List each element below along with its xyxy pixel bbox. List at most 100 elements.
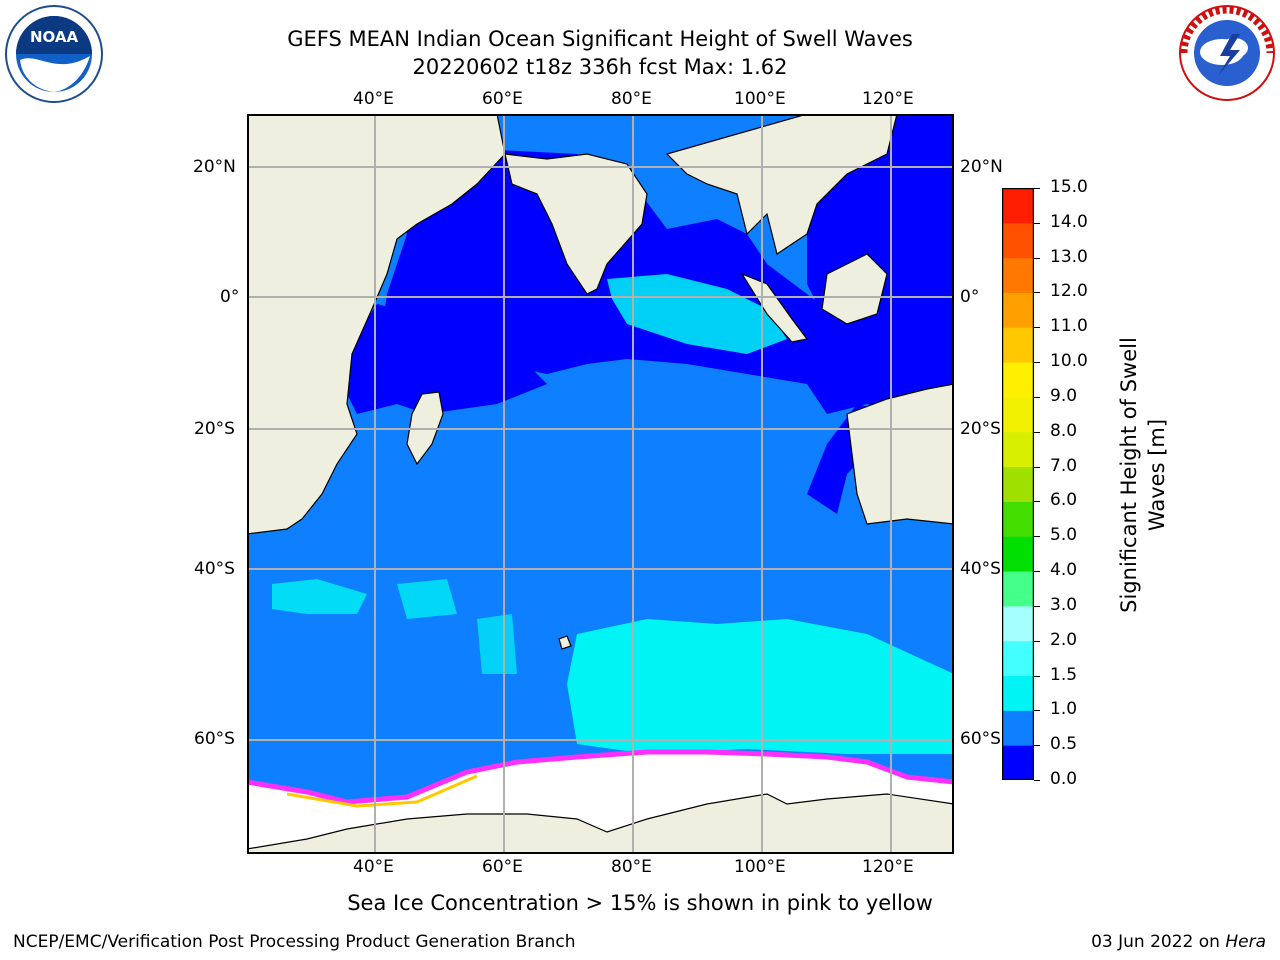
colorbar-segment xyxy=(1002,605,1034,642)
colorbar-tick-label: 0.0 xyxy=(1050,769,1078,789)
colorbar-tick-label: 8.0 xyxy=(1050,420,1078,441)
colorbar-tick-mark xyxy=(1034,396,1040,398)
colorbar-segment xyxy=(1002,222,1034,259)
colorbar-tick-mark xyxy=(1034,536,1040,538)
lon-label-bottom-120e: 120°E xyxy=(862,857,914,877)
colorbar-segment xyxy=(1002,501,1034,537)
colorbar-tick-mark xyxy=(1034,780,1040,781)
footer-credit: NCEP/EMC/Verification Post Processing Pr… xyxy=(13,932,576,952)
lat-label-left-40s: 40°S xyxy=(194,559,235,579)
land-borneo xyxy=(821,253,888,325)
colorbar-tick-label: 7.0 xyxy=(1050,455,1078,476)
colorbar xyxy=(1001,187,1035,781)
colorbar-segment xyxy=(1002,571,1034,607)
colorbar-frame xyxy=(1001,187,1035,781)
lon-label-top-60e: 60°E xyxy=(482,89,523,109)
lat-label-left-20s: 20°S xyxy=(194,419,235,439)
colorbar-tick-mark xyxy=(1034,710,1040,712)
colorbar-tick-label: 11.0 xyxy=(1050,316,1088,337)
colorbar-tick-label: 2.0 xyxy=(1050,629,1078,650)
footer-date-text: 03 Jun 2022 on xyxy=(1091,932,1226,952)
ocean-high-south xyxy=(567,619,954,754)
noaa-logo-text: NOAA xyxy=(30,28,79,46)
nws-logo-icon xyxy=(1178,4,1276,102)
lat-label-left-20n: 20°N xyxy=(193,157,236,177)
colorbar-tick-mark xyxy=(1034,466,1040,468)
lat-label-right-40s: 40°S xyxy=(960,559,1001,579)
colorbar-tick-label: 0.5 xyxy=(1050,734,1078,755)
chart-title-line1: GEFS MEAN Indian Ocean Significant Heigh… xyxy=(287,27,913,51)
colorbar-tick-mark xyxy=(1034,640,1040,642)
colorbar-segment xyxy=(1002,257,1034,293)
map-frame xyxy=(247,114,954,854)
colorbar-segment xyxy=(1002,327,1034,363)
colorbar-tick-label: 1.5 xyxy=(1050,664,1078,685)
sea-ice-edge-yellow xyxy=(286,774,478,808)
lat-label-left-60s: 60°S xyxy=(194,729,235,749)
colorbar-canvas xyxy=(1001,187,1035,781)
colorbar-tick-mark xyxy=(1034,327,1040,329)
colorbar-tick-label: 10.0 xyxy=(1050,351,1088,372)
lon-label-top-120e: 120°E xyxy=(862,89,914,109)
land-se-asia xyxy=(665,113,898,255)
sea-ice-note: Sea Ice Concentration > 15% is shown in … xyxy=(347,891,933,915)
lon-label-bottom-40e: 40°E xyxy=(353,857,394,877)
colorbar-tick-label: 6.0 xyxy=(1050,490,1078,511)
colorbar-tick-mark xyxy=(1034,222,1040,224)
colorbar-tick-label: 12.0 xyxy=(1050,281,1088,302)
lat-label-right-20n: 20°N xyxy=(960,157,1003,177)
colorbar-segment xyxy=(1002,362,1034,398)
lon-label-top-100e: 100°E xyxy=(734,89,786,109)
lon-label-top-80e: 80°E xyxy=(611,89,652,109)
noaa-logo-icon: NOAA xyxy=(4,4,104,104)
colorbar-segment xyxy=(1002,431,1034,468)
lon-label-bottom-60e: 60°E xyxy=(482,857,523,877)
ocean-high-equator xyxy=(607,274,787,354)
colorbar-tick-mark xyxy=(1034,431,1040,433)
colorbar-tick-label: 13.0 xyxy=(1050,246,1088,267)
colorbar-segment xyxy=(1002,675,1034,711)
map-area[interactable] xyxy=(246,113,955,855)
colorbar-tick-mark xyxy=(1034,292,1040,294)
colorbar-tick-mark xyxy=(1034,745,1040,747)
colorbar-tick-label: 14.0 xyxy=(1050,211,1088,232)
lat-label-right-20s: 20°S xyxy=(960,419,1001,439)
land-sumatra xyxy=(740,272,809,343)
footer-date: 03 Jun 2022 on Hera xyxy=(1091,932,1266,952)
lat-label-right-60s: 60°S xyxy=(960,729,1001,749)
colorbar-segment xyxy=(1002,536,1034,572)
ocean-low-west xyxy=(342,304,547,414)
land-kerguelen xyxy=(558,635,572,650)
sea-ice-edge xyxy=(246,749,955,805)
colorbar-tick-mark xyxy=(1034,605,1040,607)
colorbar-tick-mark xyxy=(1034,362,1040,364)
colorbar-tick-label: 15.0 xyxy=(1050,177,1088,197)
colorbar-segment xyxy=(1002,466,1034,502)
chart-title-line2: 20220602 t18z 336h fcst Max: 1.62 xyxy=(412,55,788,79)
footer-host: Hera xyxy=(1225,932,1266,952)
land-australia xyxy=(846,383,955,525)
colorbar-ticks: 0.0 0.5 1.0 1.5 2.0 3.0 4.0 5.0 6.0 7.0 8.0 9.0 10.0… xyxy=(1034,177,1100,789)
map-grid xyxy=(247,114,954,854)
colorbar-tick-label: 4.0 xyxy=(1050,560,1078,581)
colorbar-title-line1: Significant Height of Swell xyxy=(1117,337,1141,613)
colorbar-tick-mark xyxy=(1034,257,1040,259)
colorbar-segment xyxy=(1002,640,1034,677)
lat-label-left-0: 0° xyxy=(220,287,240,307)
ocean-high-patch-a xyxy=(272,579,367,614)
lon-label-bottom-80e: 80°E xyxy=(611,857,652,877)
lon-label-bottom-100e: 100°E xyxy=(734,857,786,877)
colorbar-segment xyxy=(1002,745,1034,781)
land-india xyxy=(504,153,648,295)
ocean-high-patch-c xyxy=(477,614,517,674)
colorbar-tick-label: 1.0 xyxy=(1050,699,1078,720)
colorbar-tick-mark xyxy=(1034,501,1040,503)
colorbar-tick-label: 5.0 xyxy=(1050,525,1078,546)
ocean-high-patch-b xyxy=(397,579,457,619)
lat-label-right-0: 0° xyxy=(960,287,980,307)
colorbar-tick-label: 9.0 xyxy=(1050,385,1078,406)
colorbar-title-line2: Waves [m] xyxy=(1145,418,1169,532)
colorbar-segment xyxy=(1002,292,1034,328)
colorbar-segment xyxy=(1002,188,1034,224)
colorbar-segment xyxy=(1002,396,1034,433)
